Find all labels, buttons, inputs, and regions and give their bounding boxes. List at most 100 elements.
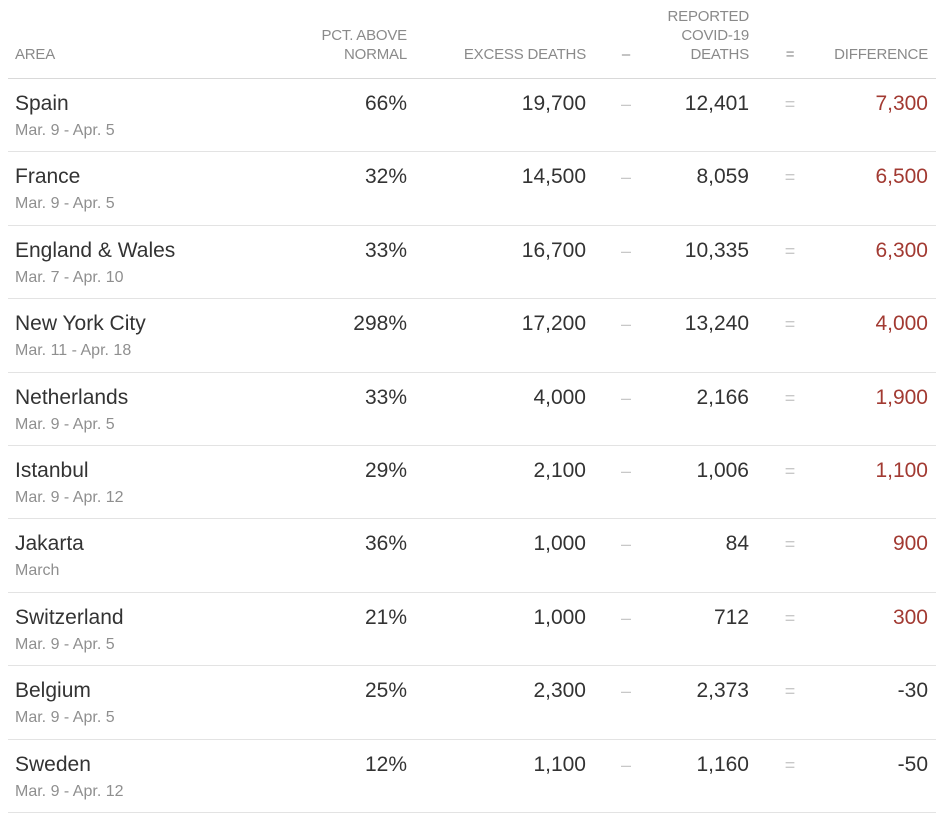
difference-cell: 6,500 [875, 165, 928, 189]
equals-operator: = [784, 460, 796, 481]
excess-deaths-cell: 2,300 [533, 679, 586, 703]
header-pct-above-normal: PCT. ABOVE NORMAL [321, 27, 407, 63]
date-range: Mar. 9 - Apr. 12 [15, 488, 124, 506]
equals-operator: = [784, 754, 796, 775]
excess-deaths-cell: 2,100 [533, 458, 586, 482]
area-name: France [15, 165, 81, 189]
excess-deaths-cell: 1,000 [533, 605, 586, 629]
area-name: Istanbul [15, 458, 89, 482]
table-row: Netherlands Mar. 9 - Apr. 5 33% 4,000 – 2,166… [8, 373, 936, 446]
reported-deaths-cell: 13,240 [684, 312, 749, 336]
reported-deaths-cell: 10,335 [684, 238, 749, 262]
pct-above-normal-cell: 298% [353, 312, 407, 336]
equals-operator: = [784, 387, 796, 408]
date-range: Mar. 9 - Apr. 5 [15, 709, 115, 727]
excess-deaths-cell: 17,200 [521, 312, 586, 336]
area-name: Netherlands [15, 385, 129, 409]
header-minus: – [621, 46, 631, 63]
excess-deaths-table: AREA PCT. ABOVE NORMAL EXCESS DEATHS – R… [8, 0, 936, 813]
excess-deaths-cell: 19,700 [521, 92, 586, 115]
table-row: Belgium Mar. 9 - Apr. 5 25% 2,300 – 2,373 = -30 [8, 666, 936, 740]
date-range: Mar. 9 - Apr. 12 [15, 782, 124, 800]
minus-operator: – [620, 387, 631, 408]
reported-deaths-cell: 84 [725, 532, 749, 556]
header-excess-deaths: EXCESS DEATHS [463, 46, 586, 63]
table-row: Switzerland Mar. 9 - Apr. 5 21% 1,000 – 712 = 3… [8, 593, 936, 667]
table-row: Spain Mar. 9 - Apr. 5 66% 19,700 – 12,401 = 7,3… [8, 79, 936, 153]
pct-above-normal-cell: 33% [364, 385, 407, 409]
header-reported-deaths: REPORTED COVID-19 DEATHS [667, 8, 750, 63]
difference-cell: 900 [892, 532, 928, 556]
pct-above-normal-cell: 33% [364, 238, 407, 262]
reported-deaths-cell: 2,166 [696, 385, 749, 409]
equals-operator: = [784, 167, 796, 188]
table-row: Istanbul Mar. 9 - Apr. 12 29% 2,100 – 1,006 = 1… [8, 446, 936, 520]
table-header: AREA PCT. ABOVE NORMAL EXCESS DEATHS – R… [8, 0, 936, 79]
excess-deaths-cell: 1,100 [533, 752, 586, 776]
table-row: New York City Mar. 11 - Apr. 18 298% 17,200… [8, 299, 936, 373]
reported-deaths-cell: 8,059 [696, 165, 749, 189]
reported-deaths-cell: 12,401 [684, 92, 749, 115]
reported-deaths-cell: 712 [713, 605, 749, 629]
minus-operator: – [620, 94, 631, 114]
pct-above-normal-cell: 66% [364, 92, 407, 115]
area-name: New York City [15, 312, 146, 336]
table-row: England & Wales Mar. 7 - Apr. 10 33% 16,700… [8, 226, 936, 300]
equals-operator: = [784, 534, 796, 555]
minus-operator: – [620, 681, 631, 702]
difference-cell: -50 [897, 752, 928, 776]
difference-cell: 300 [892, 605, 928, 629]
minus-operator: – [620, 460, 631, 481]
pct-above-normal-cell: 32% [364, 165, 407, 189]
equals-operator: = [784, 607, 796, 628]
minus-operator: – [620, 314, 631, 335]
minus-operator: – [620, 607, 631, 628]
excess-deaths-cell: 1,000 [533, 532, 586, 556]
date-range: Mar. 9 - Apr. 5 [15, 195, 115, 213]
minus-operator: – [620, 534, 631, 555]
excess-deaths-cell: 16,700 [521, 238, 586, 262]
excess-deaths-cell: 14,500 [521, 165, 586, 189]
reported-deaths-cell: 2,373 [696, 679, 749, 703]
header-difference: DIFFERENCE [834, 46, 928, 63]
area-name: Sweden [15, 752, 91, 776]
reported-deaths-cell: 1,006 [696, 458, 749, 482]
pct-above-normal-cell: 36% [364, 532, 407, 556]
header-equals: = [785, 46, 795, 63]
pct-above-normal-cell: 29% [364, 458, 407, 482]
table-row: Sweden Mar. 9 - Apr. 12 12% 1,100 – 1,160 = -50 [8, 740, 936, 813]
reported-deaths-cell: 1,160 [696, 752, 749, 776]
header-area: AREA [15, 46, 56, 63]
area-name: England & Wales [15, 238, 176, 262]
minus-operator: – [620, 167, 631, 188]
table-row: France Mar. 9 - Apr. 5 32% 14,500 – 8,059 = 6,5… [8, 152, 936, 226]
difference-cell: 4,000 [875, 312, 928, 336]
equals-operator: = [784, 240, 796, 261]
difference-cell: 6,300 [875, 238, 928, 262]
area-name: Jakarta [15, 532, 84, 556]
excess-deaths-cell: 4,000 [533, 385, 586, 409]
date-range: Mar. 11 - Apr. 18 [15, 342, 132, 360]
area-name: Belgium [15, 679, 91, 703]
difference-cell: -30 [897, 679, 928, 703]
pct-above-normal-cell: 25% [364, 679, 407, 703]
date-range: Mar. 9 - Apr. 5 [15, 635, 115, 653]
table-row: Jakarta March 36% 1,000 – 84 = 900 [8, 519, 936, 593]
difference-cell: 7,300 [875, 92, 928, 115]
difference-cell: 1,900 [875, 385, 928, 409]
table-body: Spain Mar. 9 - Apr. 5 66% 19,700 – 12,401 = 7,3… [8, 79, 936, 813]
date-range: Mar. 9 - Apr. 5 [15, 415, 115, 433]
pct-above-normal-cell: 12% [364, 752, 407, 776]
area-name: Switzerland [15, 605, 124, 629]
difference-cell: 1,100 [875, 458, 928, 482]
date-range: Mar. 9 - Apr. 5 [15, 122, 115, 139]
equals-operator: = [784, 314, 796, 335]
minus-operator: – [620, 240, 631, 261]
equals-operator: = [784, 681, 796, 702]
area-name: Spain [15, 92, 69, 115]
date-range: Mar. 7 - Apr. 10 [15, 268, 124, 286]
minus-operator: – [620, 754, 631, 775]
date-range: March [15, 562, 60, 580]
pct-above-normal-cell: 21% [364, 605, 407, 629]
equals-operator: = [784, 94, 796, 114]
